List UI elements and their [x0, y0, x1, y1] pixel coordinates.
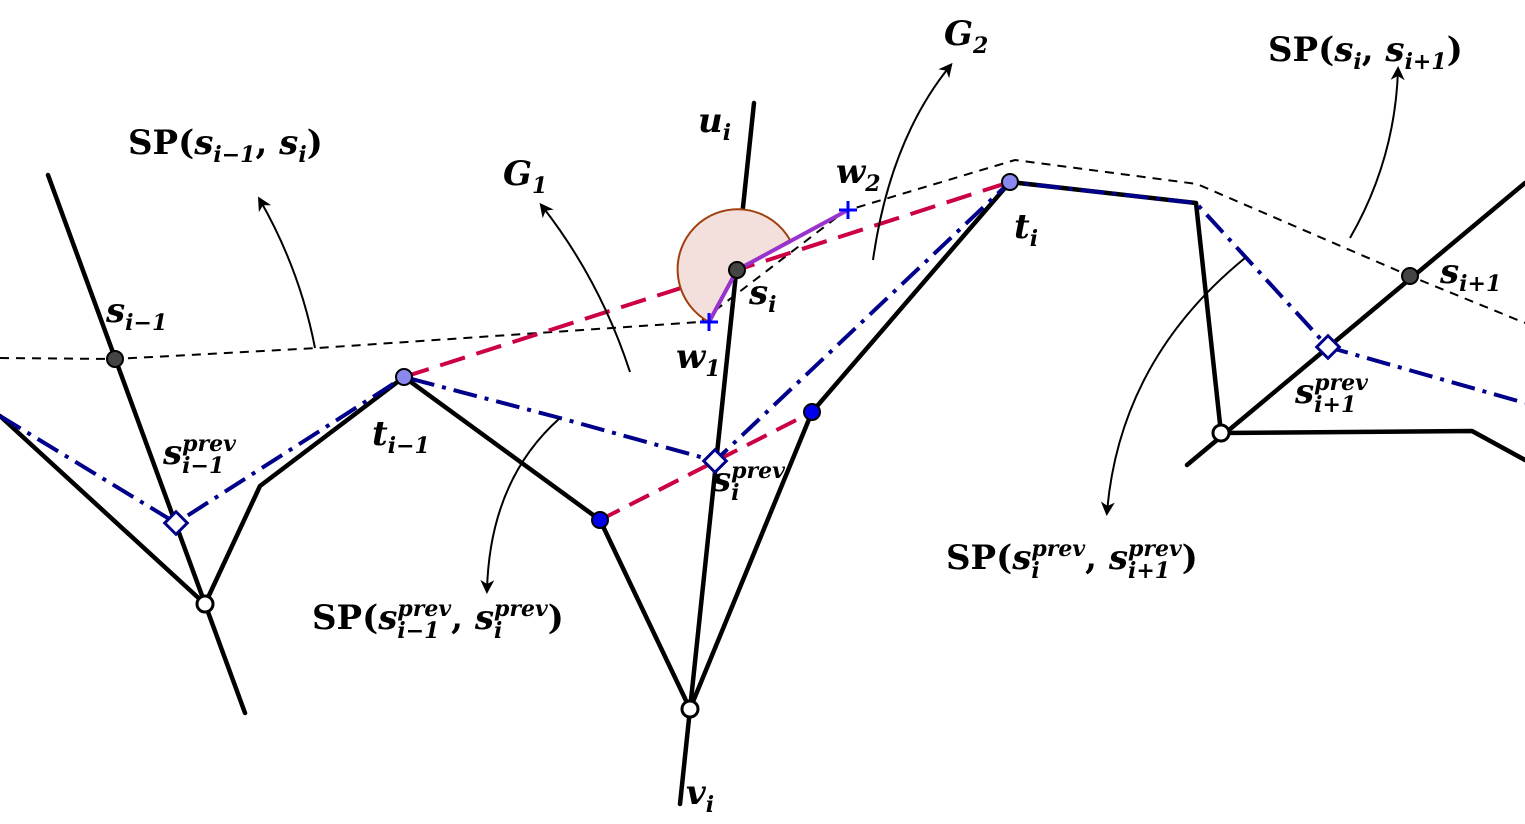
point-blue-left — [591, 511, 609, 529]
curved-arrow-icon — [1349, 66, 1405, 239]
label-w1: w1 — [676, 337, 721, 382]
plus-marker-icon — [839, 201, 857, 219]
edge-left-chain — [0, 179, 1525, 712]
annotation-arrows — [258, 62, 1405, 594]
curved-arrow-icon — [539, 202, 631, 373]
point-t-i — [1001, 173, 1019, 191]
label-s-ip1-prev: s prev i+1 — [1295, 370, 1368, 418]
point-blue-right — [803, 403, 821, 421]
vertex-points — [106, 173, 1419, 719]
edge-right-diagonal — [1184, 180, 1525, 468]
curved-arrow-icon — [872, 62, 953, 261]
label-s-i: si — [749, 273, 777, 318]
label-t-i: ti — [1014, 207, 1039, 252]
diamond-marker-icon — [162, 509, 190, 537]
label-sp-prev-left: SP(s prev i−1, s prev i) — [312, 596, 564, 644]
curved-arrow-icon — [480, 417, 561, 594]
edge-left-diagonal — [45, 172, 248, 716]
diamond-marker-icon — [701, 447, 729, 475]
curved-arrow-icon — [258, 196, 316, 349]
vertex-open-v — [680, 699, 700, 719]
label-u-i: ui — [698, 101, 732, 146]
vertex-open-right — [1211, 423, 1231, 443]
sp-black-dashed-path — [0, 158, 1525, 361]
label-sp-s-im1-s-i: SP(si−1, si) — [128, 123, 323, 168]
label-w2: w2 — [836, 152, 881, 197]
point-t-im1 — [395, 368, 413, 386]
label-v-i: vi — [686, 773, 715, 818]
point-s-im1 — [106, 350, 124, 368]
diamond-markers — [162, 333, 1342, 537]
label-g1: G1 — [503, 154, 548, 199]
diamond-marker-icon — [1314, 333, 1342, 361]
sp-prefix: SP( — [128, 123, 195, 163]
label-sp-prev-right: SP(s prev i, s prev i+1) — [946, 536, 1198, 584]
curved-arrow-icon — [1100, 257, 1246, 516]
label-sp-s-i-s-ip1: SP(si, si+1) — [1268, 30, 1463, 75]
vertex-open-left — [195, 594, 215, 614]
label-s-im1: si−1 — [106, 291, 168, 336]
label-s-i-prev: s prev i — [712, 458, 785, 506]
label-g2: G2 — [944, 14, 989, 59]
label-s-ip1: si+1 — [1440, 252, 1502, 297]
red-dashed-lower — [599, 410, 813, 522]
label-s-im1-prev: s prev i−1 — [163, 431, 236, 479]
point-s-i — [728, 261, 746, 279]
label-t-im1: ti−1 — [372, 414, 430, 459]
plus-marker-icon — [700, 313, 718, 331]
point-s-ip1 — [1401, 267, 1419, 285]
cross-markers — [700, 201, 857, 331]
